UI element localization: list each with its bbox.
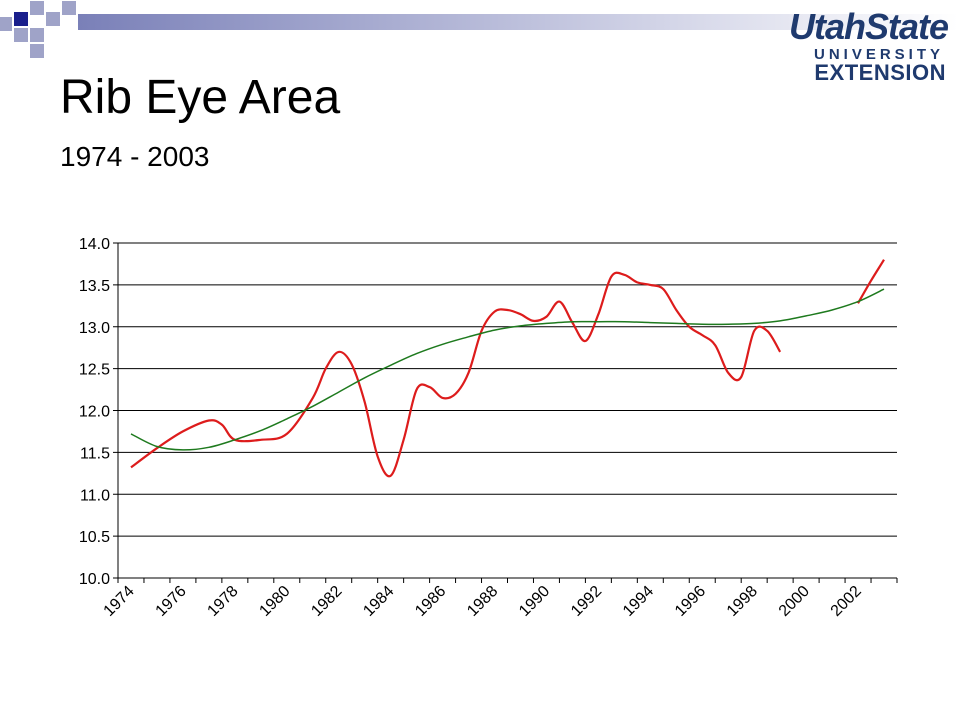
y-axis-ticks: 10.0 10.5 11.0 11.5 12.0 12.5 13.0 13.5 14.0 [79,236,118,588]
x-tick-label: 1988 [464,583,501,620]
x-tick-label: 1992 [568,583,605,620]
x-tick-label: 1984 [360,583,397,620]
y-tick-label: 12.0 [79,404,110,421]
logo-wordmark: UtahState [788,6,949,47]
x-tick-label: 1982 [308,583,345,620]
slide-title: Rib Eye Area [60,71,341,124]
y-tick-label: 10.5 [79,529,110,546]
x-tick-label: 1998 [724,583,761,620]
series-line-actual [130,271,782,478]
y-tick-label: 12.5 [79,362,110,379]
corner-square-light [30,1,44,15]
corner-square-light [62,1,76,15]
x-axis-ticks: 1974 1976 1978 1980 1982 1984 1986 1988 1990 1992… [101,578,898,620]
series-line-actual [857,259,885,304]
x-tick-label: 1974 [101,583,138,620]
usu-extension-logo: UtahState UNIVERSITY EXTENSION [788,6,949,85]
logo-university: UNIVERSITY [813,46,944,63]
corner-square-dark [14,12,28,26]
y-tick-label: 13.5 [79,278,110,295]
y-tick-label: 13.0 [79,320,110,337]
header-gradient-bar [78,14,958,30]
y-tick-label: 11.0 [80,487,110,504]
chart-grid [118,242,897,579]
series-line-trend [130,288,885,451]
x-tick-label: 1990 [516,583,553,620]
corner-square-light [0,17,12,31]
corner-decoration [0,1,958,58]
x-tick-label: 1994 [620,583,657,620]
x-tick-label: 1978 [204,583,241,620]
x-tick-label: 2000 [776,583,813,620]
x-tick-label: 1986 [412,583,449,620]
y-tick-label: 14.0 [79,236,110,253]
x-tick-label: 1980 [256,583,293,620]
corner-square-light [30,28,44,42]
y-tick-label: 10.0 [79,571,110,588]
x-tick-label: 1976 [153,583,190,620]
chart-series [130,259,885,478]
x-tick-label: 2002 [828,583,865,620]
y-tick-label: 11.5 [80,445,110,462]
x-tick-label: 1996 [672,583,709,620]
corner-square-light [14,28,28,42]
slide-subtitle: 1974 - 2003 [60,141,210,172]
logo-extension: EXTENSION [814,60,946,85]
corner-square-light [46,12,60,26]
corner-square-light [30,44,44,58]
